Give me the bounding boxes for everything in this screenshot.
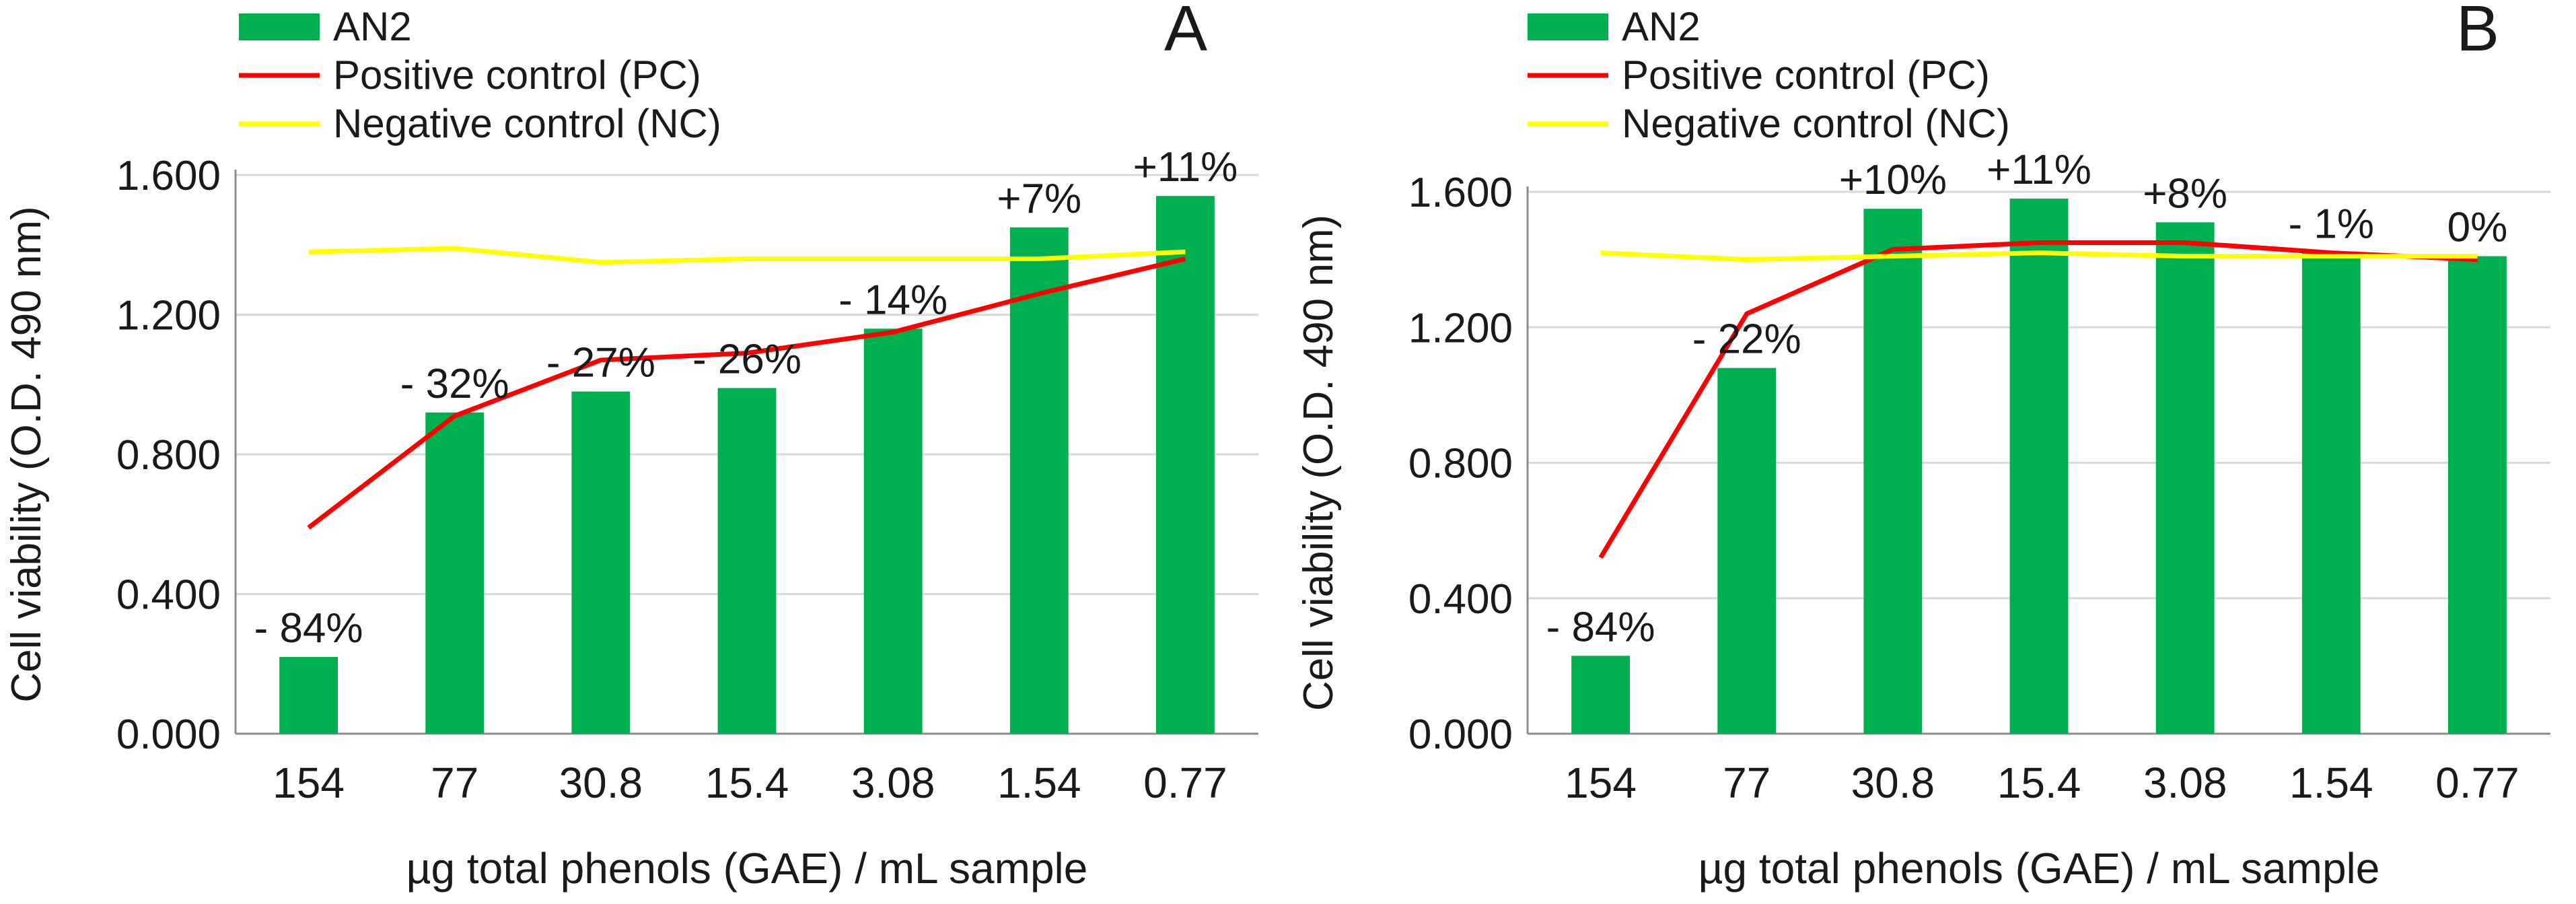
legend-label: AN2 — [1622, 4, 1701, 49]
x-tick-label: 1.54 — [2289, 759, 2373, 807]
bar-an2 — [717, 388, 777, 734]
data-label: - 26% — [692, 336, 801, 382]
bar-an2 — [1863, 209, 1923, 734]
series-line-positive-control — [307, 256, 1186, 530]
bar-an2 — [863, 328, 923, 734]
data-label: +10% — [1839, 157, 1947, 203]
legend-swatch-bar — [1528, 13, 1608, 40]
bar-an2 — [1571, 656, 1630, 734]
data-label: 0% — [2447, 205, 2508, 251]
legend-swatch-bar — [239, 13, 320, 40]
legend-label: Positive control (PC) — [1622, 53, 1990, 98]
y-tick-label: 0.000 — [1408, 711, 1513, 758]
bar-an2 — [2448, 256, 2507, 734]
y-tick-label: 1.200 — [116, 293, 221, 339]
data-label: - 22% — [1692, 316, 1801, 363]
data-label: - 14% — [838, 277, 947, 323]
x-axis-title: µg total phenols (GAE) / mL sample — [1698, 844, 2380, 893]
bar-an2 — [1009, 227, 1069, 734]
x-tick-label: 77 — [431, 759, 478, 807]
chart-panel-a: 0.000 0.400 0.800 1.200 1.600 - 84% - 32% - 27%… — [3, 0, 1258, 893]
series-line-negative-control — [308, 246, 1186, 265]
x-tick-label: 0.77 — [1143, 759, 1227, 807]
bar-an2 — [279, 656, 338, 734]
legend-label: AN2 — [333, 4, 412, 49]
x-tick-label: 30.8 — [1851, 759, 1935, 807]
panel-label: A — [1164, 0, 1207, 65]
data-label: - 84% — [1546, 604, 1655, 650]
y-axis-title: Cell viability (O.D. 490 nm) — [1295, 215, 1342, 711]
data-label: - 27% — [546, 340, 655, 386]
panel-label: B — [2456, 0, 2499, 65]
x-tick-label: 3.08 — [851, 759, 935, 807]
data-label: - 32% — [400, 361, 509, 407]
x-tick-label: 3.08 — [2143, 759, 2227, 807]
x-axis-title: µg total phenols (GAE) / mL sample — [406, 844, 1088, 893]
bar-an2 — [2009, 199, 2069, 734]
y-tick-label: 0.000 — [116, 711, 221, 758]
series-line-positive-control — [1598, 240, 2478, 559]
x-tick-label: 15.4 — [1997, 759, 2081, 807]
y-tick-label: 1.600 — [1408, 170, 1513, 216]
bar-an2 — [2301, 252, 2361, 734]
y-axis-title: Cell viability (O.D. 490 nm) — [3, 206, 50, 702]
chart-panel-b: 0.000 0.400 0.800 1.200 1.600 - 84% - 22% +10% +… — [1295, 0, 2550, 893]
x-tick-label: 0.77 — [2435, 759, 2519, 807]
series-line-negative-control — [1600, 250, 2478, 263]
x-tick-label: 154 — [1565, 759, 1637, 807]
data-label: +8% — [2143, 170, 2227, 217]
y-tick-label: 0.800 — [116, 432, 221, 479]
y-tick-label: 1.600 — [116, 153, 221, 199]
bar-an2 — [2155, 222, 2215, 734]
y-tick-label: 1.200 — [1408, 305, 1513, 351]
x-tick-label: 154 — [273, 759, 345, 807]
x-tick-label: 1.54 — [997, 759, 1081, 807]
legend-label: Negative control (NC) — [333, 101, 721, 146]
data-label: - 1% — [2289, 201, 2374, 248]
bar-an2 — [1156, 196, 1215, 734]
legend-label: Negative control (NC) — [1622, 101, 2010, 146]
data-label: +11% — [1987, 147, 2091, 193]
legend-label: Positive control (PC) — [333, 53, 701, 98]
y-tick-label: 0.400 — [116, 572, 221, 619]
bar-an2 — [1717, 368, 1777, 734]
bar-an2 — [571, 391, 631, 734]
data-label: - 84% — [254, 605, 363, 652]
bar-an2 — [425, 412, 485, 734]
x-tick-label: 15.4 — [705, 759, 789, 807]
x-tick-label: 30.8 — [559, 759, 643, 807]
y-tick-label: 0.400 — [1408, 576, 1513, 623]
data-label: +7% — [997, 176, 1081, 222]
x-tick-label: 77 — [1723, 759, 1770, 807]
y-tick-label: 0.800 — [1408, 441, 1513, 487]
data-label: +11% — [1133, 144, 1238, 190]
